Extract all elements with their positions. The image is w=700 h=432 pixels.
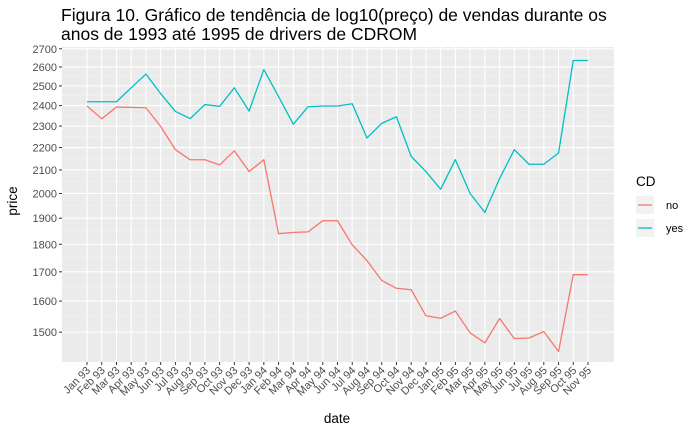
y-tick-label: 1600 bbox=[33, 296, 57, 308]
y-tick-label: 2400 bbox=[33, 101, 57, 113]
y-tick-label: 2000 bbox=[33, 188, 57, 200]
y-tick-label: 2700 bbox=[33, 44, 57, 56]
y-tick-label: 1800 bbox=[33, 239, 57, 251]
chart-title-line-2: anos de 1993 até 1995 de drivers de CDRO… bbox=[61, 24, 417, 44]
y-tick-label: 2500 bbox=[33, 81, 57, 93]
y-axis-title: price bbox=[5, 186, 20, 215]
y-tick-label: 2600 bbox=[33, 62, 57, 74]
y-tick-label: 1900 bbox=[33, 213, 57, 225]
y-tick-label: 1500 bbox=[33, 327, 57, 339]
chart-title-line-1: Figura 10. Gráfico de tendência de log10… bbox=[61, 5, 607, 25]
series-lines bbox=[86, 59, 588, 353]
series-line-no bbox=[86, 105, 588, 353]
series-line-yes bbox=[87, 59, 588, 214]
legend-label-yes: yes bbox=[666, 223, 684, 235]
y-axis: 1500 1600 1700 1800 1900 2000 2100 2200 2300 2400… bbox=[33, 44, 62, 339]
legend-title: CD bbox=[636, 174, 656, 189]
legend-label-no: no bbox=[666, 200, 678, 212]
legend: CD no yes bbox=[636, 174, 684, 237]
x-axis-title: date bbox=[324, 411, 350, 426]
y-tick-label: 1700 bbox=[33, 267, 57, 279]
y-tick-label: 2100 bbox=[33, 165, 57, 177]
y-tick-label: 2300 bbox=[33, 121, 57, 133]
y-tick-label: 2200 bbox=[33, 143, 57, 155]
